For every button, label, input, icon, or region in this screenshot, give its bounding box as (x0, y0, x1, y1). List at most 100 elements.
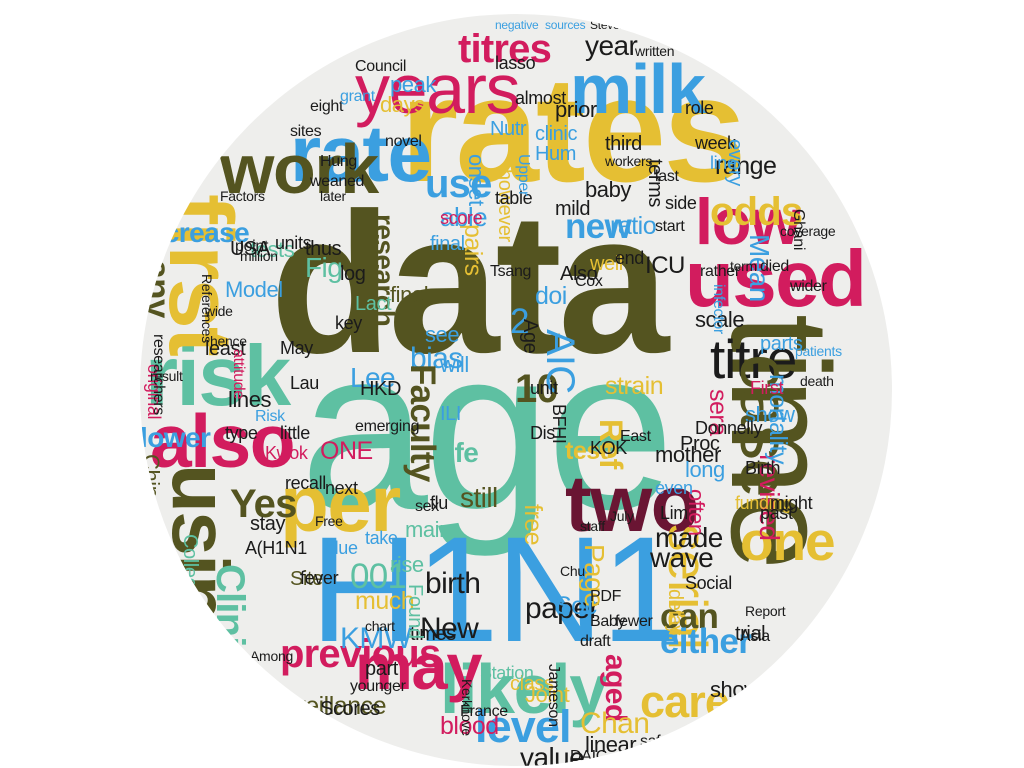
word-class: class (510, 673, 554, 695)
word-past: past (760, 503, 793, 523)
word-lower: lower (140, 422, 211, 453)
word-grant: grant (340, 88, 375, 105)
word-chu: Chu (560, 563, 585, 579)
word-ratio: ratio (610, 212, 657, 240)
word-found: Found (404, 584, 426, 639)
word-score: score (440, 208, 483, 228)
word-level: level (475, 701, 571, 752)
word-life: life (440, 437, 479, 468)
word-flu: flu (430, 493, 448, 513)
word-draft: draft (580, 633, 611, 650)
word-blood: blood (440, 712, 499, 740)
word-weaned: weaned (310, 173, 365, 190)
word-value: value (520, 742, 585, 767)
word-clinical: Clinical (208, 564, 252, 700)
word-hung: Hung (320, 153, 357, 170)
word-stay: stay (250, 513, 286, 535)
word-use: use (425, 162, 492, 206)
word-fewer: fewer (615, 613, 653, 630)
word-type: type (225, 423, 258, 443)
word-later: later (320, 188, 346, 204)
word-age: age (300, 300, 675, 557)
word-least: least (205, 338, 246, 360)
word-negative: negative (495, 18, 539, 32)
word-log: log (340, 263, 366, 285)
word-also: also (150, 399, 296, 483)
word-still: still (460, 482, 498, 513)
word-care: care (640, 676, 730, 727)
word-previous: previous (280, 632, 441, 676)
word-fig: Fig (305, 252, 343, 283)
word-almost: almost (515, 88, 566, 108)
word-kok: KOK (590, 438, 627, 458)
word-unit: unit (530, 378, 558, 398)
word-attitude: attitude (230, 349, 247, 399)
word-workers: workers (605, 153, 653, 169)
word-times: times (410, 623, 456, 645)
word-chan: Chan (580, 707, 650, 740)
word-linear: linear (585, 732, 637, 757)
word-peak: peak (390, 72, 436, 97)
word-main: main (405, 517, 451, 542)
word-steven: Steven (590, 18, 626, 32)
word-bfhi: BFHI (549, 404, 569, 444)
word-strain: strain (605, 372, 664, 400)
word-kerkhove: Kerkhove (459, 679, 475, 736)
word-usa: USA (230, 238, 270, 260)
word-soc: Soc (555, 592, 597, 620)
word-final: final (430, 233, 465, 255)
word-see: see (425, 322, 460, 347)
word-hum: Hum (535, 143, 577, 165)
word-died: died (760, 258, 789, 275)
word-likely: likely (440, 650, 608, 728)
word-wave: wave (650, 542, 714, 573)
word-parts: parts (760, 333, 803, 355)
word-fever: fever (300, 568, 339, 588)
word-point: point (235, 238, 269, 255)
word-either: either (660, 622, 752, 661)
word-year: year (585, 30, 638, 61)
word-risk: risk (145, 329, 291, 424)
word-lines: lines (228, 387, 272, 412)
word-much: much (355, 587, 415, 615)
word-social: Social (685, 573, 732, 593)
word-role: role (685, 98, 714, 118)
word-long: long (685, 457, 725, 482)
word-asia: Asia (740, 628, 770, 645)
word-rise: rise (390, 552, 424, 577)
word-final: final (390, 282, 429, 307)
word-dis: Dis (530, 423, 555, 443)
word-scores: Scores (320, 698, 380, 720)
word-report: Report (745, 603, 786, 619)
word-safety: safety (640, 733, 681, 750)
word-third: third (605, 133, 642, 155)
word-tests: tests (250, 237, 295, 262)
word-lau: Lau (290, 373, 319, 393)
word-first: First (750, 378, 784, 398)
word-key: key (335, 313, 362, 333)
word-10: 10 (515, 367, 559, 411)
word-references: References (199, 274, 215, 343)
word-funding: funding (735, 493, 792, 513)
word-france: France (460, 703, 508, 720)
word-baby: baby (585, 177, 631, 202)
word-table: table (495, 188, 533, 208)
word-low: low (695, 185, 801, 258)
word-joint: Joint (525, 682, 570, 707)
word-donnelly: Donnelly (695, 418, 763, 438)
word-odds: odds (710, 190, 803, 234)
word-coverage: coverage (780, 223, 836, 239)
word-line: line (710, 153, 737, 173)
word-chart: chart (365, 618, 395, 634)
word-recall: recall (285, 473, 326, 493)
word-free: free (519, 504, 547, 546)
word-lasso: lasso (495, 53, 536, 73)
word-even: even (655, 478, 693, 498)
word-term: term (730, 258, 757, 274)
word-patients: patients (795, 343, 842, 359)
word-researchers: researchers (150, 334, 167, 415)
word-may: may (355, 630, 483, 703)
word-week: week (695, 133, 736, 153)
word-scale: scale (695, 307, 745, 332)
